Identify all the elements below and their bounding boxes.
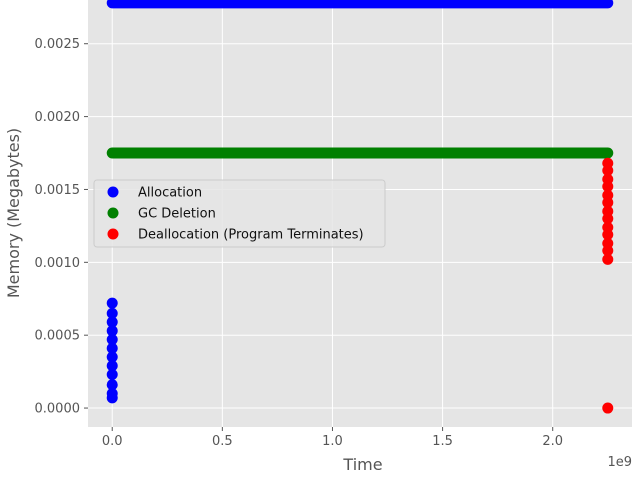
y-axis-label: Memory (Megabytes) (4, 128, 23, 298)
x-tick-label: 1.5 (432, 434, 453, 449)
data-point (106, 316, 118, 328)
y-tick-label: 0.0000 (35, 402, 81, 417)
legend-marker (107, 228, 119, 240)
series-layer (106, 0, 614, 414)
data-point (106, 351, 118, 363)
y-tick-label: 0.0015 (35, 183, 81, 198)
y-axis-ticks: 0.0000 0.0005 0.0010 0.0015 0.0020 0.0025 (35, 37, 88, 417)
x-axis-offset-text: 1e9 (607, 455, 632, 470)
data-point (106, 325, 118, 337)
data-point (106, 307, 118, 319)
data-point (602, 189, 614, 201)
legend-marker (107, 186, 119, 198)
data-point (106, 387, 118, 399)
data-point (602, 157, 614, 169)
y-tick-label: 0.0010 (35, 256, 81, 271)
y-tick-label: 0.0005 (35, 329, 81, 344)
data-point (602, 237, 614, 249)
data-point (106, 297, 118, 309)
legend-marker (107, 207, 119, 219)
data-point (602, 402, 614, 414)
series-2 (602, 157, 614, 414)
legend-label: Allocation (138, 186, 202, 201)
data-point (106, 342, 118, 354)
data-point (602, 173, 614, 185)
data-point (602, 221, 614, 233)
legend-frame (93, 179, 386, 248)
y-tick-label: 0.0020 (35, 110, 81, 125)
data-point (106, 334, 118, 346)
legend-label: GC Deletion (138, 207, 216, 222)
data-point (106, 369, 118, 381)
legend: Allocation GC Deletion Deallocation (Progr… (93, 179, 386, 248)
data-point (106, 379, 118, 391)
x-axis-ticks: 0.0 0.5 1.0 1.5 2.0 (102, 427, 563, 449)
x-axis-label: Time (342, 455, 382, 474)
x-tick-label: 1.0 (322, 434, 343, 449)
x-tick-label: 0.0 (102, 434, 123, 449)
data-point (602, 205, 614, 217)
y-tick-label: 0.0025 (35, 37, 81, 52)
x-tick-label: 2.0 (542, 434, 563, 449)
data-point (602, 253, 614, 265)
series-0 (106, 0, 614, 404)
x-tick-label: 0.5 (212, 434, 233, 449)
data-point (106, 360, 118, 372)
legend-label: Deallocation (Program Terminates) (138, 228, 364, 243)
